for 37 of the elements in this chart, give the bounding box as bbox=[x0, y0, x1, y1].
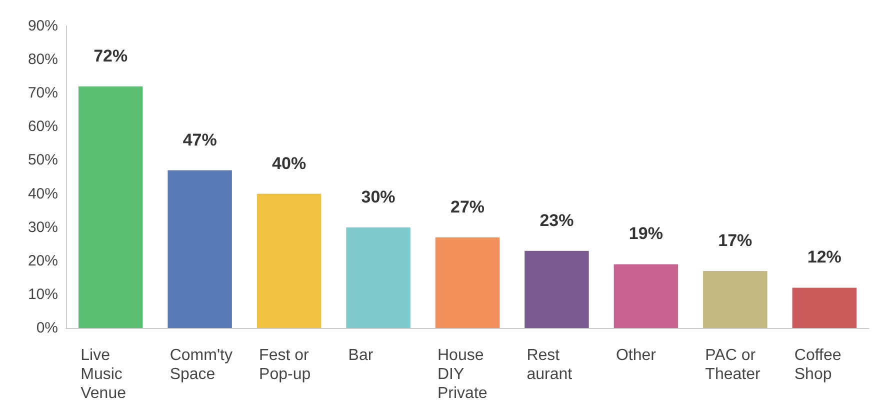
data-label: 23% bbox=[540, 210, 574, 230]
x-tick-label: Comm'ty Space bbox=[170, 347, 237, 383]
data-label: 19% bbox=[628, 224, 663, 244]
y-tick-label: 90% bbox=[28, 18, 58, 34]
bar bbox=[524, 250, 589, 328]
data-label: 30% bbox=[361, 187, 396, 206]
data-label: 72% bbox=[94, 46, 128, 66]
bar bbox=[614, 264, 678, 328]
y-tick-label: 40% bbox=[28, 185, 58, 202]
data-label: 12% bbox=[807, 248, 842, 267]
bar bbox=[435, 237, 500, 328]
data-label: 47% bbox=[182, 130, 217, 150]
y-tick-label: 80% bbox=[28, 51, 58, 68]
x-tick-label: Coffee Shop bbox=[794, 347, 846, 383]
x-tick-label: Bar bbox=[348, 347, 374, 364]
y-tick-label: 60% bbox=[28, 118, 58, 136]
bar bbox=[346, 227, 410, 328]
x-tick-label: House DIY Private bbox=[438, 347, 488, 402]
bar bbox=[703, 270, 768, 328]
x-tick-label: Rest aurant bbox=[526, 347, 573, 383]
y-tick-label: 20% bbox=[28, 252, 58, 270]
x-tick-label: PAC or Theater bbox=[705, 347, 761, 383]
y-tick-label: 10% bbox=[28, 286, 58, 303]
bar bbox=[78, 86, 143, 328]
bar bbox=[792, 288, 857, 328]
y-tick-label: 0% bbox=[36, 320, 58, 336]
bar bbox=[168, 170, 232, 328]
y-tick-label: 30% bbox=[28, 218, 58, 236]
x-tick-label: Live Music Venue bbox=[80, 347, 127, 402]
y-tick-label: 70% bbox=[28, 84, 58, 102]
bar bbox=[256, 194, 322, 328]
x-tick-label: Other bbox=[616, 347, 657, 364]
data-label: 27% bbox=[450, 197, 485, 216]
y-tick-label: 50% bbox=[28, 152, 58, 169]
data-label: 40% bbox=[272, 154, 306, 173]
data-label: 17% bbox=[718, 230, 752, 250]
x-tick-label: Fest or Pop-up bbox=[259, 347, 314, 383]
